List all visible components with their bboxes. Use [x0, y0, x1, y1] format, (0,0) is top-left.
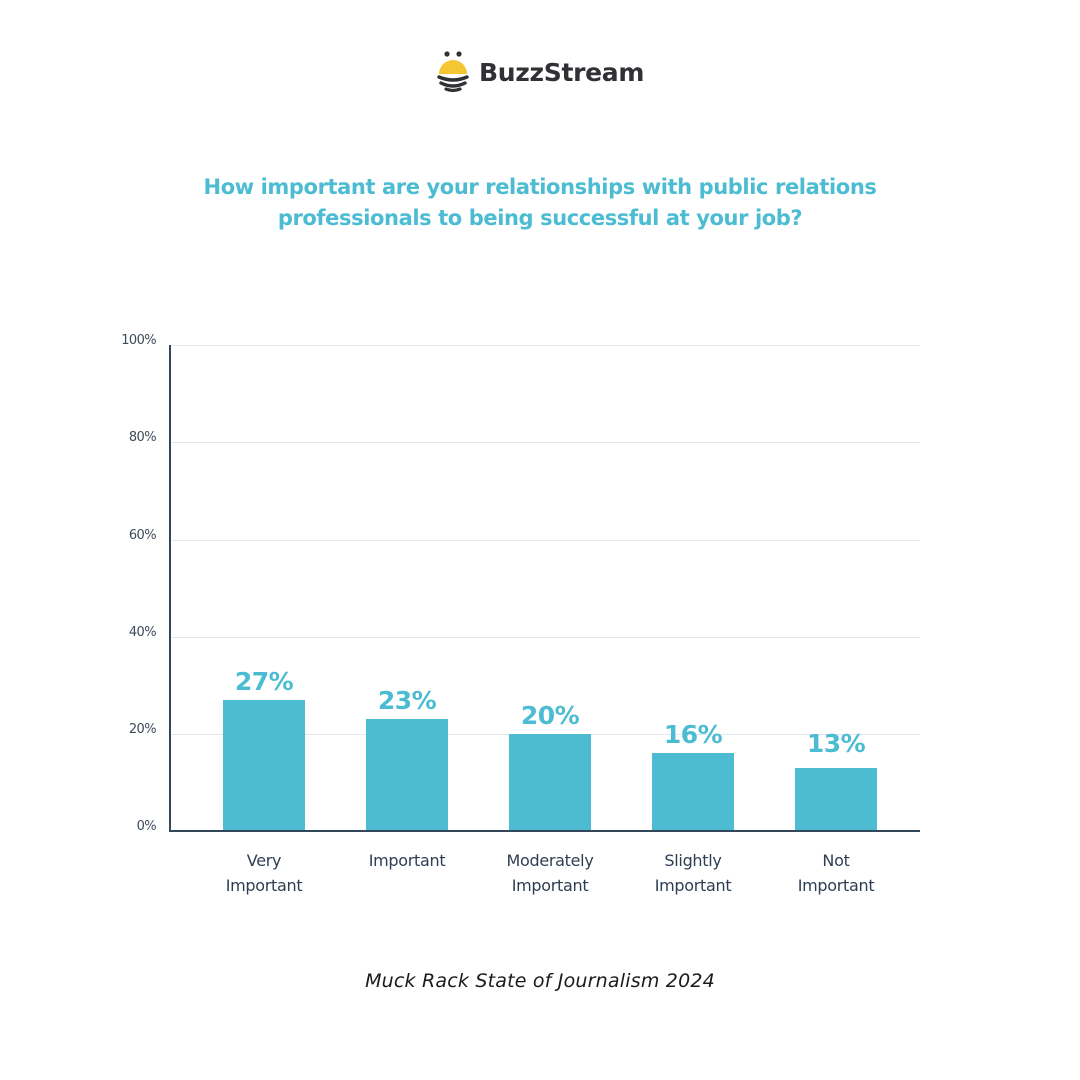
- y-tick-label: 100%: [121, 333, 156, 348]
- bar-moderately-important: [509, 734, 591, 831]
- brand-name: BuzzStream: [479, 57, 645, 87]
- y-axis: [169, 345, 171, 832]
- source-caption: Muck Rack State of Journalism 2024: [365, 970, 715, 992]
- bar-not-important: [795, 768, 877, 831]
- x-tick-label: Moderately Important: [506, 851, 594, 895]
- x-tick-label: Not Important: [797, 851, 875, 895]
- gridline-80: [171, 442, 920, 443]
- brand-logo: BuzzStream: [437, 50, 644, 94]
- bar-slightly-important: [652, 753, 734, 831]
- x-axis: [169, 830, 920, 832]
- gridline-60: [171, 540, 920, 541]
- y-tick-label: 40%: [128, 625, 157, 640]
- gridline-40: [171, 637, 920, 638]
- value-label: 27%: [234, 667, 294, 696]
- gridline-100: [171, 345, 920, 346]
- bar-very-important: [223, 700, 305, 831]
- bar-important: [366, 719, 448, 831]
- x-tick-label: Very Important: [225, 851, 303, 895]
- y-tick-label: 80%: [128, 430, 157, 445]
- chart-title: How important are your relationships wit…: [203, 175, 877, 230]
- y-tick-label: 60%: [128, 528, 157, 543]
- value-label: 20%: [520, 701, 580, 730]
- bee-icon: [437, 51, 469, 93]
- x-tick-label: Important: [368, 851, 446, 870]
- value-label: 16%: [663, 720, 723, 749]
- y-tick-label: 20%: [128, 722, 157, 737]
- x-tick-label: Slightly Important: [654, 851, 732, 895]
- y-tick-label: 0%: [136, 819, 157, 834]
- value-label: 13%: [806, 729, 866, 758]
- value-label: 23%: [377, 686, 437, 715]
